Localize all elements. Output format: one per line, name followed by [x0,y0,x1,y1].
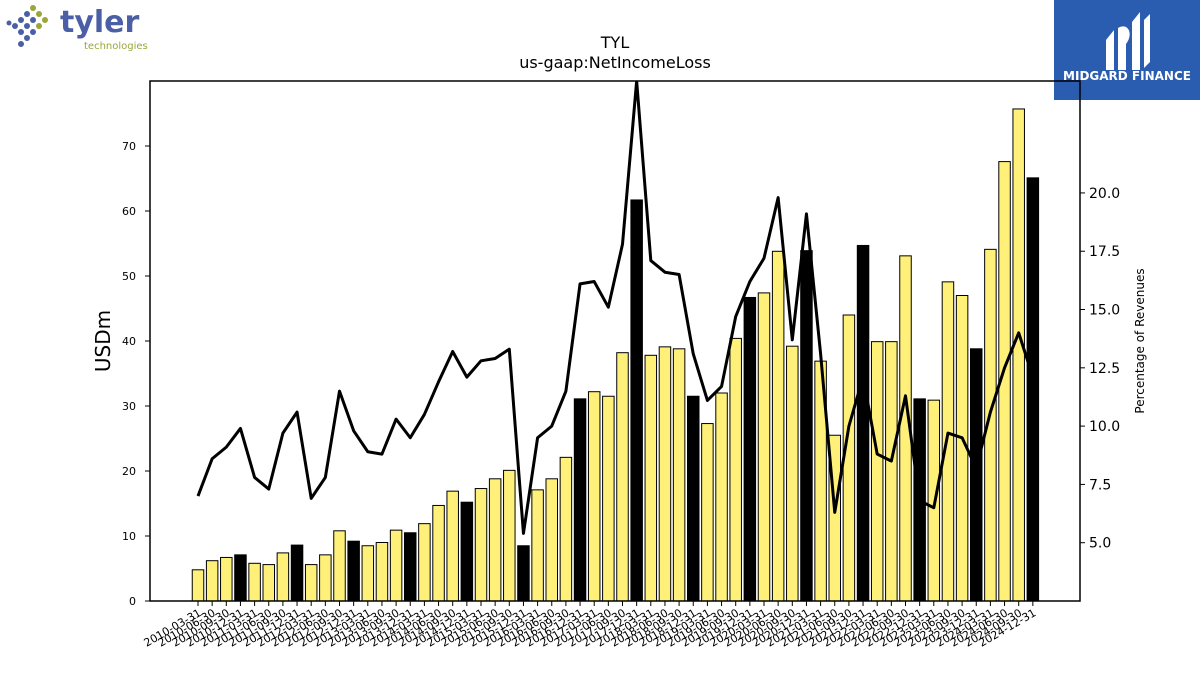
y2-tick-label: 17.5 [1089,244,1120,260]
bar [545,478,558,602]
tyler-tagline: technologies [84,41,148,52]
bar [503,469,516,602]
bar [304,564,318,602]
plot-border [149,80,1081,602]
bar [616,352,629,602]
y2-tick-label: 10.0 [1089,419,1120,435]
y-axis-label: USDm [91,310,115,372]
bar [630,199,643,602]
bar [333,530,346,602]
bar [743,296,757,602]
bar [248,562,261,602]
bar [786,345,799,602]
bar [1012,108,1025,602]
bar [757,292,771,602]
bar [672,348,686,602]
chart-subtitle: us-gaap:NetIncomeLoss [519,53,711,72]
bar [220,556,233,602]
plot-frame [149,80,1081,602]
y2-tick-label: 20.0 [1089,186,1120,202]
bar [729,337,742,602]
bar [970,348,983,602]
bar [771,250,785,602]
line-series-layer [196,81,1035,535]
y-tick-label: 40 [122,335,136,348]
tyler-wordmark: tyler [60,5,140,40]
bar [389,529,403,602]
bar [205,560,219,602]
y2-tick-label: 7.5 [1089,477,1111,493]
bar [701,423,714,602]
bar [347,540,360,602]
dots-diamond-icon [6,5,48,47]
bar [856,244,870,602]
bar [602,395,615,602]
y-tick-label: 50 [122,270,136,283]
logo-background [1054,0,1200,100]
y2-tick-label: 12.5 [1089,361,1120,377]
y2-tick-label: 15.0 [1089,303,1120,319]
tyler-logo: tyler technologies [6,5,148,52]
bar [870,341,884,602]
bar [885,341,898,602]
y2-axis-label: Percentage of Revenues [1133,268,1147,413]
y-tick-label: 0 [129,595,136,608]
bar [432,504,445,602]
bar [488,478,502,602]
bar [1026,177,1040,602]
y-tick-label: 10 [122,530,136,543]
bar [361,545,375,602]
percentage-line [196,81,1035,535]
bar [290,544,304,602]
y2-tick-label: 5.0 [1089,536,1111,552]
y-tick-label: 20 [122,465,136,478]
bar [319,554,332,602]
bar [446,490,459,602]
bar [404,532,417,602]
bar [573,398,587,602]
x-axis-ticks: 2010-03-312010-06-302010-09-302010-12-31… [142,601,1038,650]
bar [941,281,955,602]
bar [559,456,573,602]
bar [262,564,275,602]
bar [800,250,813,602]
bar [531,489,544,602]
bar [687,395,700,602]
midgard-wordmark: MIDGARD FINANCE [1063,69,1191,83]
y-tick-label: 70 [122,140,136,153]
bar [517,545,530,602]
bar [587,391,601,602]
chart-title: TYL [600,33,630,52]
bar [375,542,389,602]
bar [658,346,672,602]
y-axis-ticks: 0 10 20 30 40 50 60 70 [122,140,150,608]
midgard-finance-logo: MIDGARD FINANCE [1054,0,1200,100]
bar [474,488,488,602]
y-tick-label: 30 [122,400,136,413]
bar [715,392,728,602]
y-tick-label: 60 [122,205,136,218]
bar [234,554,247,602]
y2-axis-ticks: 5.0 7.5 10.0 12.5 15.0 17.5 20.0 [1080,186,1120,552]
bar [191,569,205,602]
bar [460,501,474,602]
bar-series [191,108,1040,602]
bar [644,354,658,602]
m-emblem-icon [1106,12,1150,70]
bar [276,552,290,602]
bar [418,523,431,602]
